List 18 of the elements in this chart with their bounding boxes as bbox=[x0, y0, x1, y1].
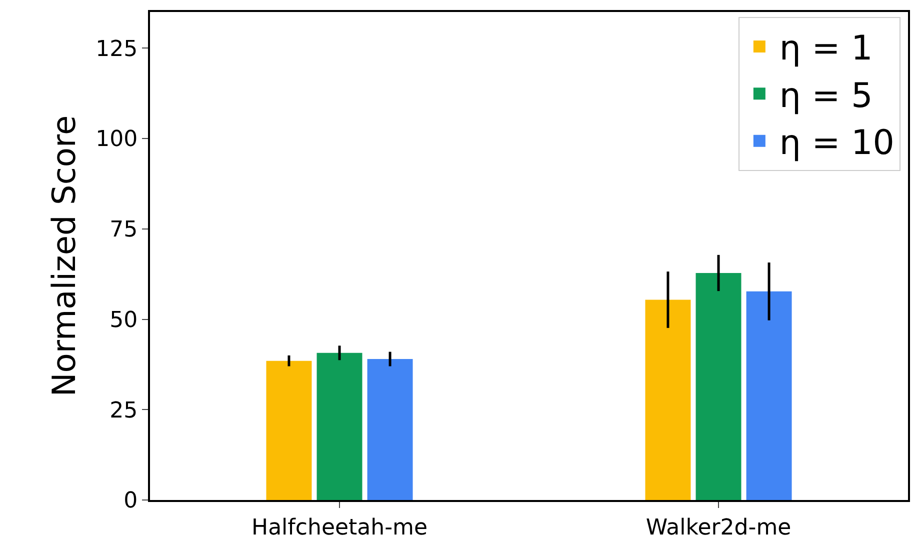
bar bbox=[746, 291, 792, 500]
y-tick-label: 25 bbox=[110, 398, 138, 424]
y-tick-label: 75 bbox=[110, 218, 138, 243]
x-tick-label: Halfcheetah-me bbox=[252, 515, 428, 540]
bar bbox=[696, 272, 742, 500]
legend-label: η = 10 bbox=[779, 123, 894, 164]
x-tick-label: Walker2d-me bbox=[646, 515, 792, 540]
bar bbox=[266, 360, 312, 500]
bar bbox=[645, 300, 691, 500]
legend-label: η = 1 bbox=[779, 28, 873, 69]
legend-label: η = 5 bbox=[779, 76, 873, 116]
y-axis-title: Normalized Score bbox=[45, 115, 83, 397]
y-tick-label: 100 bbox=[96, 127, 138, 152]
y-tick-label: 125 bbox=[96, 36, 138, 62]
y-tick-label: 50 bbox=[110, 308, 138, 333]
bar bbox=[316, 352, 362, 500]
bar bbox=[367, 359, 413, 500]
y-tick-label: 0 bbox=[124, 488, 138, 514]
